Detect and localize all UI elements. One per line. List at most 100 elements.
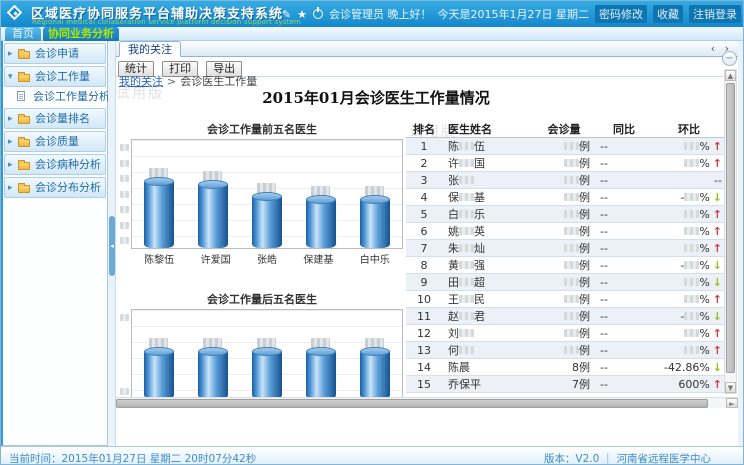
masked-value [459,312,474,320]
chart-bar [252,350,282,399]
tab-scroll-left-icon[interactable]: ‹ [708,42,718,55]
table-row[interactable]: 5白乐例--%↑ [406,206,724,223]
doctor-name-link[interactable]: 刘 [442,325,534,342]
table-row[interactable]: 2许国例--%↑ [406,155,724,172]
doctor-name-link[interactable]: 乔保平 [442,376,534,393]
doctor-name-link[interactable]: 程秀永 [442,393,534,395]
link-password-change[interactable]: 密码修改 [595,5,647,23]
doctor-name-link[interactable]: 田超 [442,274,534,291]
rank-cell: 7 [406,240,442,257]
column-header-rank: 排名 [406,121,442,138]
doctor-name-link[interactable]: 白乐 [442,206,534,223]
table-row[interactable]: 10王民例--%↑ [406,291,724,308]
masked-value [459,176,474,184]
scroll-right-button[interactable]: ► [726,398,738,408]
horizontal-scroll-thumb[interactable] [116,399,708,408]
sidebar-item-consult-apply[interactable]: ▸ 会诊申请 [4,43,106,64]
doctor-name-link[interactable]: 许国 [442,155,534,172]
chart-bar [360,350,390,399]
chevron-right-icon: ▸ [8,109,13,129]
masked-value [684,159,699,167]
sidebar-item-consult-quality[interactable]: ▸ 会诊质量 [4,131,106,152]
vertical-scroll-thumb[interactable] [726,83,735,373]
scroll-down-button[interactable]: ▼ [725,382,736,393]
table-row[interactable]: 3张例---- [406,172,724,189]
vertical-scrollbar[interactable]: ▲ ▼ [724,69,737,394]
table-row[interactable]: 9田超例--%↓ [406,274,724,291]
splitter-collapse-button[interactable]: ◂ [109,216,115,276]
tab-home[interactable]: 首页 [5,27,41,41]
page-title: 2015年01月会诊医生工作量情况 [116,87,636,108]
sidebar-item-consult-ranking[interactable]: ▸ 会诊量排名 [4,108,106,129]
power-icon[interactable] [313,9,323,19]
table-row[interactable]: 13何例--%↑ [406,342,724,359]
scroll-up-button[interactable]: ▲ [725,70,736,81]
masked-value [564,193,579,201]
app-logo-icon [7,5,24,22]
chart-bar [306,350,336,399]
rank-cell: 15 [406,376,442,393]
star-icon[interactable]: ★ [297,8,307,21]
chart-bar [144,180,174,248]
version-text: 版本：V2.0 ｜ 河南省远程医学中心 [544,451,711,465]
yoy-cell: -- [594,223,654,240]
horizontal-scrollbar[interactable]: ► [116,397,738,408]
table-row[interactable]: 6姚英例--%↑ [406,223,724,240]
link-favorites[interactable]: 收藏 [653,5,683,23]
table-row[interactable]: 12刘例--%↑ [406,325,724,342]
doctor-name-link[interactable]: 何 [442,342,534,359]
masked-value [684,261,699,269]
doctor-name-link[interactable]: 王民 [442,291,534,308]
trend-up-icon: ↑ [713,208,722,221]
status-bar: 当前时间：2015年01月27日 星期二 20时07分42秒 版本：V2.0 ｜… [1,446,744,465]
masked-value [459,159,474,167]
splitter[interactable]: ◂ [108,41,116,446]
tab-my-focus[interactable]: 我的关注 [119,41,181,57]
chart-bar [198,183,228,248]
yoy-cell: -- [594,308,654,325]
table-header-row: 排名 医生姓名 会诊量 同比 环比 [406,121,724,138]
table-row[interactable]: 16程秀永7例--250%↑ [406,393,724,395]
sidebar-item-distribution-analysis[interactable]: ▸ 会诊分布分析 [4,177,106,198]
volume-cell: 7例 [534,376,594,393]
yoy-cell: -- [594,189,654,206]
volume-cell: 例 [534,155,594,172]
table-row[interactable]: 11赵君例---%↓ [406,308,724,325]
volume-cell: 例 [534,325,594,342]
table-row[interactable]: 7朱灿例--%↑ [406,240,724,257]
volume-cell: 例 [534,223,594,240]
table-row[interactable]: 1陈伍例--%↑ [406,138,724,155]
masked-value [684,142,699,150]
sidebar-item-consult-workload[interactable]: ▾ 会诊工作量 [4,66,106,87]
sidebar-item-workload-analysis[interactable]: 会诊工作量分析 [3,87,107,106]
mom-cell: -42.86%↓ [654,359,724,376]
collapse-panel-button[interactable]: − [722,51,737,66]
table-row[interactable]: 15乔保平7例--600%↑ [406,376,724,393]
volume-cell: 例 [534,138,594,155]
table-row[interactable]: 14陈晨8例---42.86%↓ [406,359,724,376]
edit-icon[interactable]: ✎ [282,8,291,21]
yoy-cell: -- [594,172,654,189]
mom-cell: -%↓ [654,257,724,274]
doctor-name-link[interactable]: 朱灿 [442,240,534,257]
link-logout[interactable]: 注销登录 [689,5,741,23]
table-row[interactable]: 8黄强例---%↓ [406,257,724,274]
doctor-name-link[interactable]: 张 [442,172,534,189]
chevron-right-icon: ▸ [8,155,13,175]
tab-business-analysis[interactable]: 协同业务分析 [43,27,119,41]
sidebar-item-disease-analysis[interactable]: ▸ 会诊病种分析 [4,154,106,175]
doctor-name-link[interactable]: 陈晨 [442,359,534,376]
volume-cell: 例 [534,206,594,223]
masked-value [459,329,474,337]
doctor-name-link[interactable]: 赵君 [442,308,534,325]
app-window: 区域医疗协同服务平台辅助决策支持系统 Regional medical coll… [0,0,744,465]
doctor-name-link[interactable]: 保基 [442,189,534,206]
doctor-name-link[interactable]: 黄强 [442,257,534,274]
rank-cell: 9 [406,274,442,291]
rank-cell: 2 [406,155,442,172]
mom-cell: -- [654,172,724,189]
doctor-name-link[interactable]: 姚英 [442,223,534,240]
doctor-name-link[interactable]: 陈伍 [442,138,534,155]
table-row[interactable]: 4保基例---%↓ [406,189,724,206]
masked-value [564,227,579,235]
